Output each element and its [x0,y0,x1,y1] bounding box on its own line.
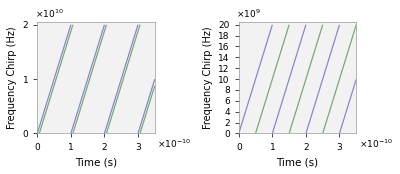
Y-axis label: Frequency Chirp (Hz): Frequency Chirp (Hz) [203,26,213,129]
X-axis label: Time (s): Time (s) [276,157,318,167]
Text: $\times\mathregular{10^{-10}}$: $\times\mathregular{10^{-10}}$ [157,138,191,150]
Text: $\times\mathregular{10^{10}}$: $\times\mathregular{10^{10}}$ [35,7,64,20]
Text: $\times\mathregular{10^{-10}}$: $\times\mathregular{10^{-10}}$ [359,138,392,150]
Text: $\times\mathregular{10^{9}}$: $\times\mathregular{10^{9}}$ [236,7,261,20]
Y-axis label: Frequency Chirp (Hz): Frequency Chirp (Hz) [7,26,17,129]
X-axis label: Time (s): Time (s) [75,157,117,167]
